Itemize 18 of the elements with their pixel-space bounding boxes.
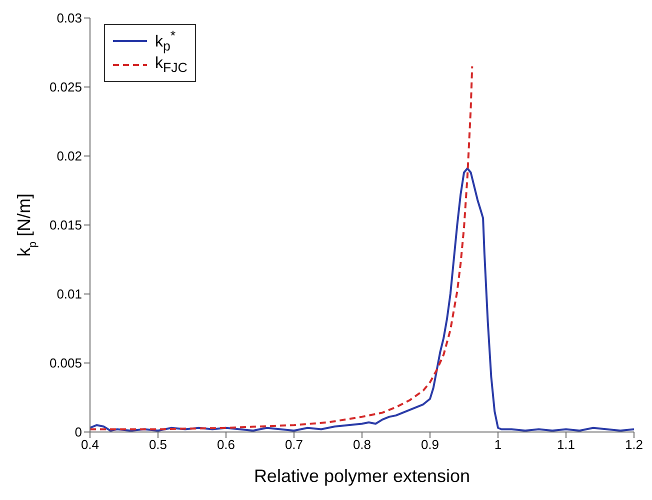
y-tick-label: 0.03 <box>56 10 82 26</box>
y-tick-label: 0.02 <box>56 148 82 164</box>
x-tick-label: 1.2 <box>624 437 644 452</box>
x-tick-label: 0.4 <box>80 437 100 452</box>
legend-label: k$_{FJC}$ <box>155 54 188 76</box>
x-tick-label: 0.5 <box>148 437 168 452</box>
x-tick-label: 0.9 <box>420 437 440 452</box>
x-tick-label: 1 <box>494 437 502 452</box>
y-tick-label: 0.015 <box>49 218 82 233</box>
x-axis-title: Relative polymer extension <box>254 466 470 486</box>
x-tick-label: 0.8 <box>352 437 372 452</box>
x-tick-label: 0.7 <box>284 437 304 452</box>
y-tick-label: 0.005 <box>49 356 82 371</box>
y-tick-label: 0.01 <box>56 286 82 302</box>
x-tick-label: 0.6 <box>216 437 236 452</box>
x-tick-label: 1.1 <box>556 437 576 452</box>
y-tick-label: 0.025 <box>49 80 82 95</box>
y-tick-label: 0 <box>74 424 82 440</box>
